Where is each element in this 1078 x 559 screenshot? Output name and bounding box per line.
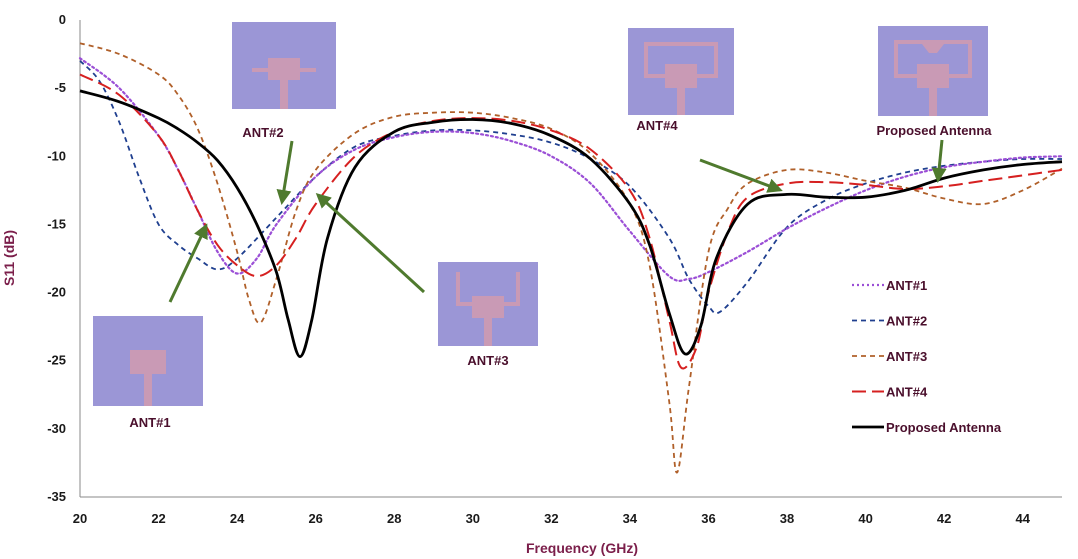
series-line-ant-3 — [79, 42, 1063, 474]
annotation-ant-3: ANT#3 — [467, 353, 508, 368]
x-tick-label: 28 — [387, 511, 401, 526]
proposed-inset-image — [878, 26, 988, 116]
loop-left — [894, 40, 898, 78]
antenna-insets — [93, 22, 988, 406]
x-tick-label: 44 — [1015, 511, 1030, 526]
series-line-ant-4 — [79, 73, 1063, 370]
loop-left — [644, 42, 648, 78]
patch — [665, 64, 697, 88]
y-tick-label: -20 — [47, 285, 66, 300]
y-tick-label: 0 — [59, 12, 66, 27]
patch — [472, 296, 504, 318]
arm-right — [516, 272, 520, 304]
loop-top — [644, 42, 718, 46]
legend: ANT#1 ANT#2 ANT#3 ANT#4 Proposed Antenna — [852, 278, 1002, 435]
axes: 0 -5 -10 -15 -20 -25 -30 -35 20 22 24 26 28 30 32 34 36 3… — [47, 12, 1062, 526]
x-tick-label: 40 — [858, 511, 872, 526]
series-line-ant-1 — [78, 57, 1064, 282]
x-tick-label: 34 — [623, 511, 638, 526]
legend-entry: ANT#4 — [886, 385, 928, 400]
feed-line — [144, 374, 152, 406]
annotation-arrows: ANT#1 ANT#2 ANT#3 ANT#4 Proposed Antenna — [129, 118, 992, 430]
arrow-ant2 — [276, 140, 294, 205]
feed-line — [929, 88, 937, 116]
x-tick-label: 22 — [151, 511, 165, 526]
ant3-inset-image — [438, 262, 538, 346]
annotation-ant-4: ANT#4 — [636, 118, 678, 133]
series-layer — [78, 42, 1064, 474]
x-tick-label: 38 — [780, 511, 794, 526]
arrow-ant4 — [699, 158, 783, 193]
legend-entry: ANT#3 — [886, 349, 927, 364]
x-tick-label: 24 — [230, 511, 245, 526]
ant1-inset-image — [93, 316, 203, 406]
x-tick-label: 32 — [544, 511, 558, 526]
y-axis-label: S11 (dB) — [1, 230, 17, 286]
legend-entry: ANT#2 — [886, 314, 927, 329]
y-tick-label: -30 — [47, 421, 66, 436]
legend-entry: ANT#1 — [886, 278, 927, 293]
arrow-ant3 — [315, 192, 426, 294]
feed-line — [280, 80, 288, 109]
ant4-inset-image — [628, 28, 734, 115]
loop-right — [968, 40, 972, 78]
x-axis-label: Frequency (GHz) — [526, 540, 638, 556]
x-tick-label: 20 — [73, 511, 87, 526]
x-tick-label: 26 — [308, 511, 322, 526]
patch — [268, 58, 300, 80]
annotation-ant-1: ANT#1 — [129, 415, 170, 430]
feed-line — [484, 318, 492, 346]
ant2-inset-image — [232, 22, 336, 109]
top-notch — [922, 44, 944, 53]
x-tick-label: 30 — [466, 511, 480, 526]
annotation-ant-2: ANT#2 — [242, 125, 283, 140]
arrow-proposed — [931, 139, 947, 183]
y-tick-label: -10 — [47, 148, 66, 163]
arm-left — [456, 272, 460, 304]
y-tick-label: -15 — [47, 216, 66, 231]
series-line-proposed-antenna — [79, 89, 1063, 359]
patch — [917, 64, 949, 88]
y-tick-label: -35 — [47, 489, 66, 504]
y-tick-label: -5 — [54, 80, 66, 95]
arrow-ant1 — [168, 223, 208, 303]
annotation-proposed-antenna: Proposed Antenna — [876, 123, 992, 138]
loop-right — [714, 42, 718, 78]
x-tick-label: 42 — [937, 511, 951, 526]
x-tick-label: 36 — [701, 511, 715, 526]
y-tick-label: -25 — [47, 353, 66, 368]
loop-top — [894, 40, 972, 44]
feed-line — [677, 88, 685, 115]
legend-entry: Proposed Antenna — [886, 420, 1002, 435]
patch — [130, 350, 166, 374]
